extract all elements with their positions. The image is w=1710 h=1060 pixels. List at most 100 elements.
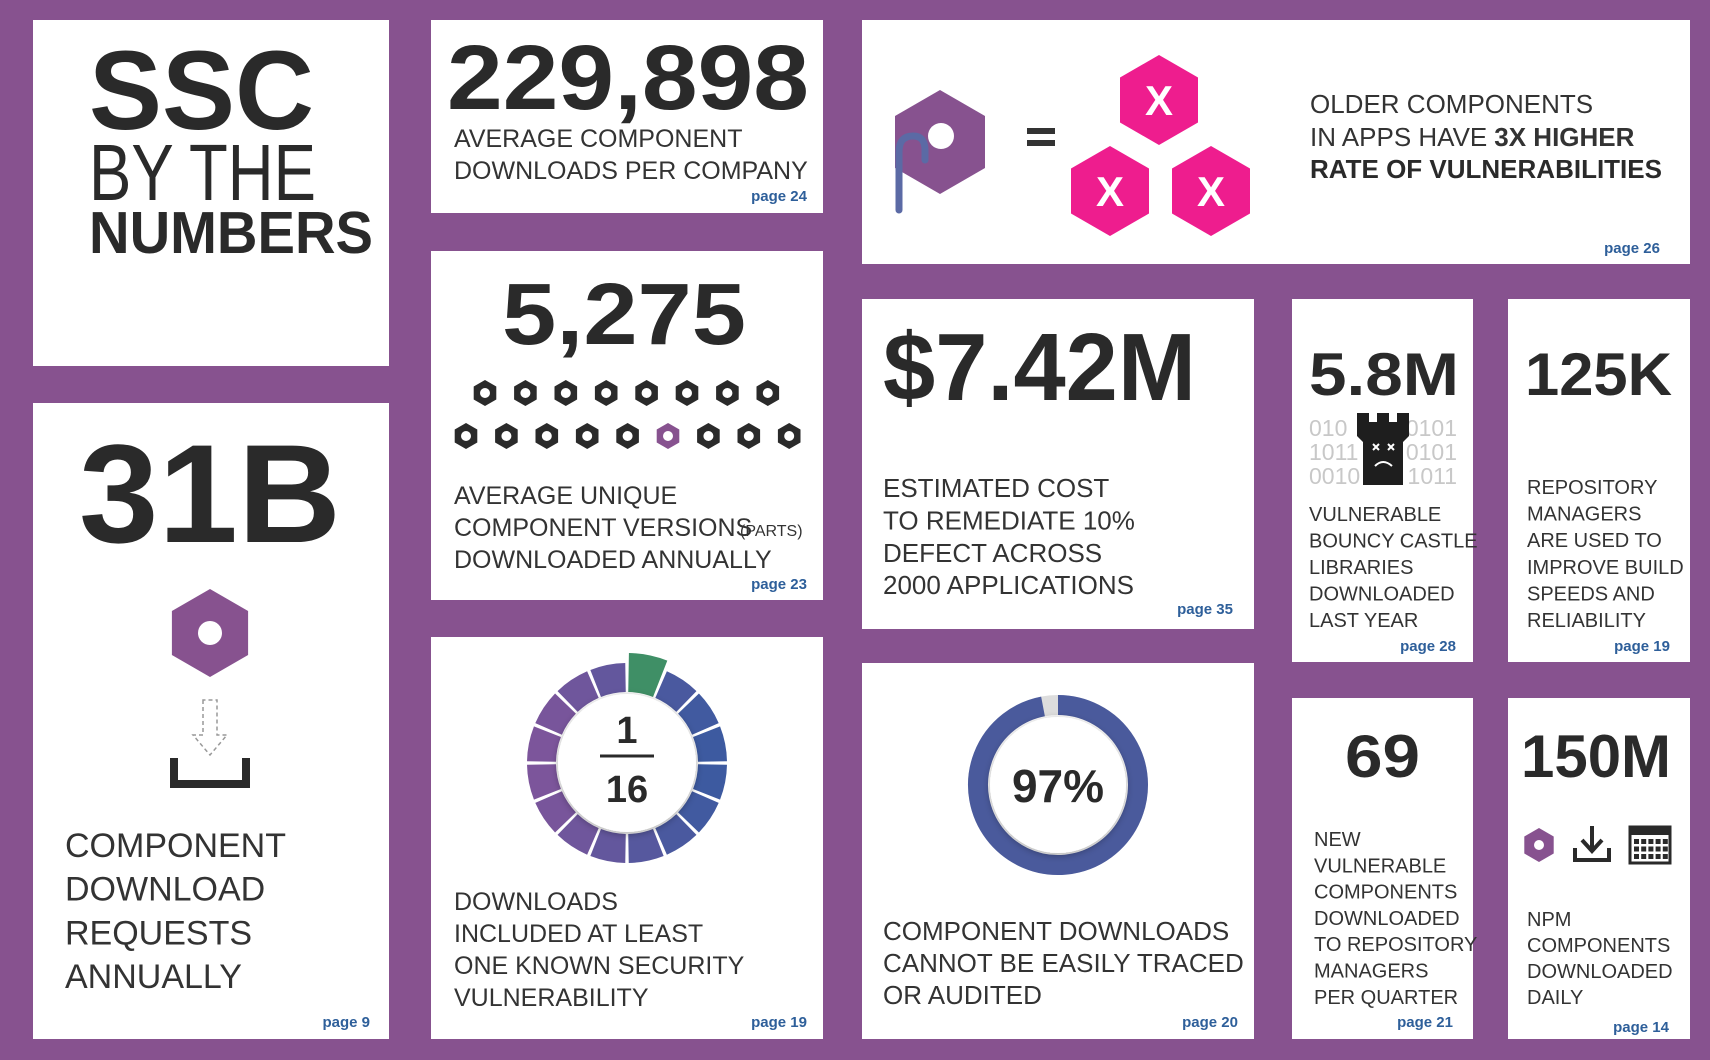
binary-text: 1011 bbox=[1309, 439, 1358, 465]
calendar-day bbox=[1655, 854, 1661, 859]
calendar-day bbox=[1634, 839, 1639, 844]
nut-hole bbox=[641, 388, 652, 398]
label-line: NEW bbox=[1314, 829, 1361, 851]
vulnerability-hexagon bbox=[1172, 146, 1250, 236]
page-ref: page 21 bbox=[1397, 1014, 1453, 1031]
label-line: DOWNLOADS bbox=[454, 888, 618, 916]
vulnerability-hexagon bbox=[1071, 146, 1149, 236]
label-line: DOWNLOADS PER COMPANY bbox=[454, 157, 808, 185]
nut-hole bbox=[601, 388, 612, 398]
binary-text: 0101 bbox=[1406, 439, 1457, 465]
label-note: (PARTS) bbox=[740, 523, 803, 540]
logo-hook bbox=[895, 132, 929, 214]
download-tray bbox=[170, 758, 250, 788]
page-ref: page 19 bbox=[751, 1014, 807, 1031]
nut-hole bbox=[520, 388, 531, 398]
ring-arc bbox=[968, 695, 1148, 875]
calendar-day bbox=[1662, 854, 1668, 859]
calendar-day bbox=[1648, 839, 1654, 844]
stat-value: 229,898 bbox=[447, 27, 809, 129]
label-line: VULNERABILITY bbox=[454, 984, 649, 1012]
label-line: BOUNCY CASTLE bbox=[1309, 531, 1478, 553]
binary-text: 010 bbox=[1309, 415, 1347, 441]
label-line: PER QUARTER bbox=[1314, 987, 1458, 1009]
stat-value: NUMBERS bbox=[89, 200, 373, 266]
tile bbox=[1508, 299, 1690, 662]
logo-dot bbox=[928, 123, 954, 149]
castle-icon bbox=[1357, 413, 1409, 485]
label-line: LAST YEAR bbox=[1309, 610, 1418, 632]
hexagon-hole bbox=[198, 621, 222, 645]
label-line: ARE USED TO bbox=[1527, 530, 1662, 552]
ring-segment bbox=[535, 693, 576, 735]
ring-segment bbox=[678, 693, 719, 735]
ring-segment bbox=[693, 726, 727, 762]
label-line: INCLUDED AT LEAST bbox=[454, 920, 703, 948]
label-line: MANAGERS bbox=[1314, 961, 1428, 983]
binary-text: 0101 bbox=[1406, 415, 1457, 441]
stat-value: 150M bbox=[1521, 723, 1671, 790]
download-arrow bbox=[191, 699, 229, 757]
label-line: DOWNLOADED bbox=[1527, 961, 1673, 983]
binary-text: 1011 bbox=[1408, 463, 1457, 489]
nut-hole bbox=[582, 431, 593, 441]
stat-value: 31B bbox=[79, 415, 341, 572]
binary-text: 0010 bbox=[1309, 463, 1360, 489]
ring-segment bbox=[678, 791, 719, 833]
label-line: IMPROVE BUILD bbox=[1527, 557, 1684, 579]
label-line: MANAGERS bbox=[1527, 504, 1641, 526]
label-line: DAILY bbox=[1527, 987, 1583, 1009]
tile bbox=[33, 403, 389, 1039]
equals-bar bbox=[1027, 128, 1055, 134]
label-line: DOWNLOAD bbox=[65, 871, 265, 909]
calendar-day bbox=[1634, 854, 1639, 859]
nut-hole bbox=[722, 388, 733, 398]
label-line: ONE KNOWN SECURITY bbox=[454, 952, 745, 980]
label-line: NPM bbox=[1527, 909, 1571, 931]
nut-hole bbox=[560, 388, 571, 398]
text-line: OLDER COMPONENTS bbox=[1310, 89, 1593, 119]
page-ref: page 14 bbox=[1613, 1019, 1670, 1036]
ring-segment bbox=[557, 814, 599, 855]
label-line: VULNERABLE bbox=[1314, 855, 1446, 877]
calendar-day bbox=[1634, 846, 1639, 852]
highlight-segment bbox=[628, 653, 668, 697]
page-ref: page 20 bbox=[1182, 1014, 1238, 1031]
equals-bar bbox=[1027, 140, 1055, 146]
nut-hole bbox=[682, 388, 692, 398]
nut-hole bbox=[541, 431, 552, 441]
stat-value: 5.8M bbox=[1309, 341, 1459, 408]
page-ref: page 28 bbox=[1400, 638, 1456, 655]
ring-segment bbox=[527, 764, 561, 800]
nut-hole bbox=[784, 431, 795, 441]
stat-value: 125K bbox=[1525, 341, 1672, 408]
label-line: REPOSITORY bbox=[1527, 477, 1657, 499]
stat-value: SSC bbox=[89, 28, 314, 153]
text-bold: RATE OF VULNERABILITIES bbox=[1310, 154, 1662, 184]
nut-hole bbox=[622, 431, 633, 441]
calendar-day bbox=[1648, 846, 1654, 852]
label-line: LIBRARIES bbox=[1309, 557, 1413, 579]
ring-segment bbox=[655, 814, 697, 855]
tile bbox=[1508, 698, 1690, 1039]
fraction-numerator: 1 bbox=[616, 710, 637, 752]
label-line: RELIABILITY bbox=[1527, 610, 1646, 632]
percent-label: 97% bbox=[1012, 760, 1104, 812]
ring-center bbox=[558, 694, 696, 832]
ring-segment bbox=[628, 829, 664, 863]
page-ref: page 19 bbox=[1614, 638, 1670, 655]
label-line: ESTIMATED COST bbox=[883, 473, 1109, 503]
label-line: COMPONENTS bbox=[1527, 935, 1670, 957]
page-ref: page 9 bbox=[322, 1014, 370, 1031]
calendar-day bbox=[1641, 839, 1647, 844]
calendar-day bbox=[1655, 846, 1661, 852]
label-line: 2000 APPLICATIONS bbox=[883, 570, 1134, 600]
label-line: COMPONENT DOWNLOADS bbox=[883, 916, 1229, 946]
label-line: TO REMEDIATE 10% bbox=[883, 505, 1135, 535]
label-line: SPEEDS AND bbox=[1527, 583, 1655, 605]
tile bbox=[431, 20, 823, 213]
ring-segment bbox=[557, 671, 599, 712]
text-bold: 3X HIGHER bbox=[1494, 122, 1634, 152]
label-line: AVERAGE UNIQUE bbox=[454, 482, 677, 510]
nut-hole bbox=[461, 431, 471, 441]
